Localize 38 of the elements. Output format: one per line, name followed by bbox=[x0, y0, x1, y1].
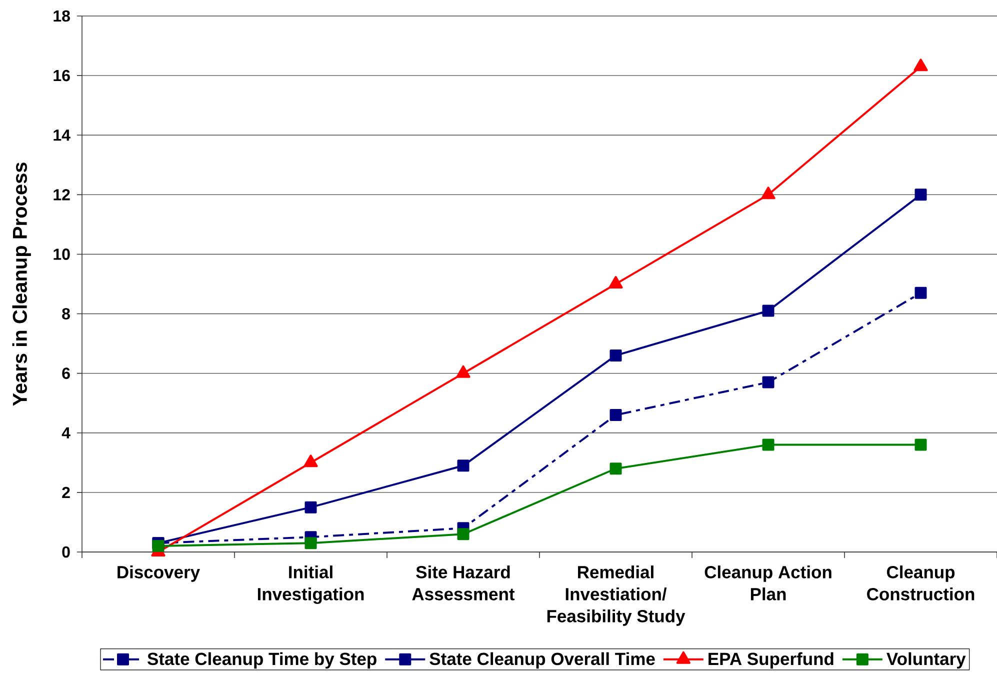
y-tick-label: 16 bbox=[54, 70, 70, 82]
point bbox=[914, 58, 928, 72]
y-tick-label: 10 bbox=[54, 248, 70, 260]
point bbox=[914, 438, 927, 451]
point bbox=[457, 460, 470, 472]
y-tick-label: 18 bbox=[54, 10, 70, 22]
y-tick-label: 0 bbox=[62, 546, 70, 558]
point bbox=[610, 462, 622, 475]
point bbox=[762, 376, 774, 388]
legend-label: State Cleanup Overall Time bbox=[430, 652, 655, 669]
y-tick-label: 14 bbox=[54, 130, 70, 141]
legend-label: EPA Superfund bbox=[708, 652, 834, 669]
point bbox=[761, 186, 776, 200]
point bbox=[610, 349, 622, 362]
x-tick-label: Cleanup Construction bbox=[867, 566, 974, 600]
x-tick-label: Discovery bbox=[118, 566, 200, 582]
x-tick-label: Remedial Investiation/ Feasibility Study bbox=[547, 566, 686, 626]
point bbox=[152, 540, 164, 552]
point bbox=[914, 286, 927, 299]
x-tick-label: Cleanup Action Plan bbox=[704, 566, 832, 600]
y-tick-label: 8 bbox=[62, 308, 70, 320]
y-tick-label: 12 bbox=[54, 189, 70, 200]
point bbox=[762, 438, 774, 451]
x-tick-label: Site Hazard Assessment bbox=[412, 566, 515, 600]
point bbox=[914, 188, 927, 201]
legend-label: State Cleanup Time by Step bbox=[148, 652, 376, 669]
y-tick-label: 4 bbox=[62, 427, 70, 438]
y-tick-label: 2 bbox=[62, 486, 70, 498]
legend-label: Voluntary bbox=[886, 652, 966, 669]
point bbox=[608, 276, 623, 288]
point bbox=[304, 501, 317, 514]
point bbox=[304, 537, 317, 550]
point bbox=[457, 528, 470, 540]
point bbox=[610, 409, 622, 422]
y-tick-label: 6 bbox=[62, 368, 70, 379]
y-axis-title: Years in Cleanup Process bbox=[12, 162, 31, 406]
point bbox=[762, 304, 774, 317]
x-tick-label: Initial Investigation bbox=[258, 566, 364, 604]
